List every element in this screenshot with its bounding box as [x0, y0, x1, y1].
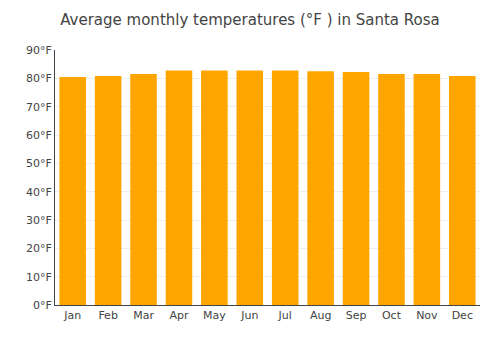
svg-text:Jan: Jan: [63, 309, 81, 322]
svg-text:Dec: Dec: [452, 309, 473, 322]
svg-text:70°F: 70°F: [26, 101, 52, 114]
svg-text:Apr: Apr: [169, 309, 189, 322]
svg-text:Oct: Oct: [382, 309, 402, 322]
svg-text:60°F: 60°F: [26, 129, 52, 142]
svg-text:Sep: Sep: [346, 309, 367, 322]
svg-text:Average monthly temperatures (: Average monthly temperatures (°F ) in Sa…: [60, 11, 440, 29]
svg-text:Feb: Feb: [98, 309, 117, 322]
svg-text:Jun: Jun: [240, 309, 258, 322]
svg-text:0°F: 0°F: [33, 299, 52, 312]
svg-text:30°F: 30°F: [26, 214, 52, 227]
svg-text:20°F: 20°F: [26, 242, 52, 255]
svg-text:Jul: Jul: [278, 309, 292, 322]
svg-text:Aug: Aug: [310, 309, 331, 322]
svg-text:40°F: 40°F: [26, 186, 52, 199]
svg-text:80°F: 80°F: [26, 72, 52, 85]
svg-text:50°F: 50°F: [26, 157, 52, 170]
svg-text:90°F: 90°F: [26, 44, 52, 57]
svg-text:Nov: Nov: [416, 309, 438, 322]
svg-text:Mar: Mar: [133, 309, 154, 322]
svg-text:May: May: [203, 309, 226, 322]
svg-text:10°F: 10°F: [26, 271, 52, 284]
